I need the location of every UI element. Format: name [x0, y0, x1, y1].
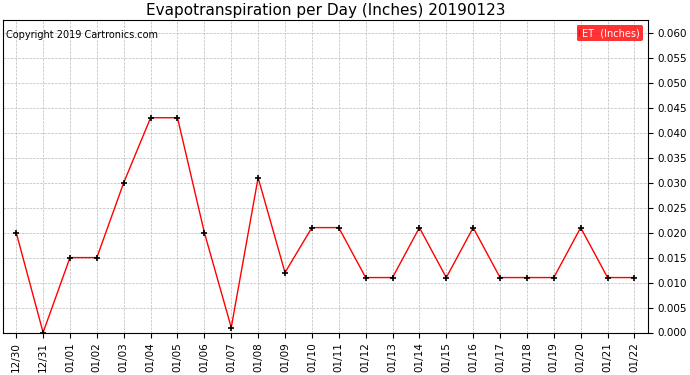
- Text: Copyright 2019 Cartronics.com: Copyright 2019 Cartronics.com: [6, 30, 158, 40]
- Title: Evapotranspiration per Day (Inches) 20190123: Evapotranspiration per Day (Inches) 2019…: [146, 3, 505, 18]
- Legend: ET  (Inches): ET (Inches): [577, 25, 643, 41]
